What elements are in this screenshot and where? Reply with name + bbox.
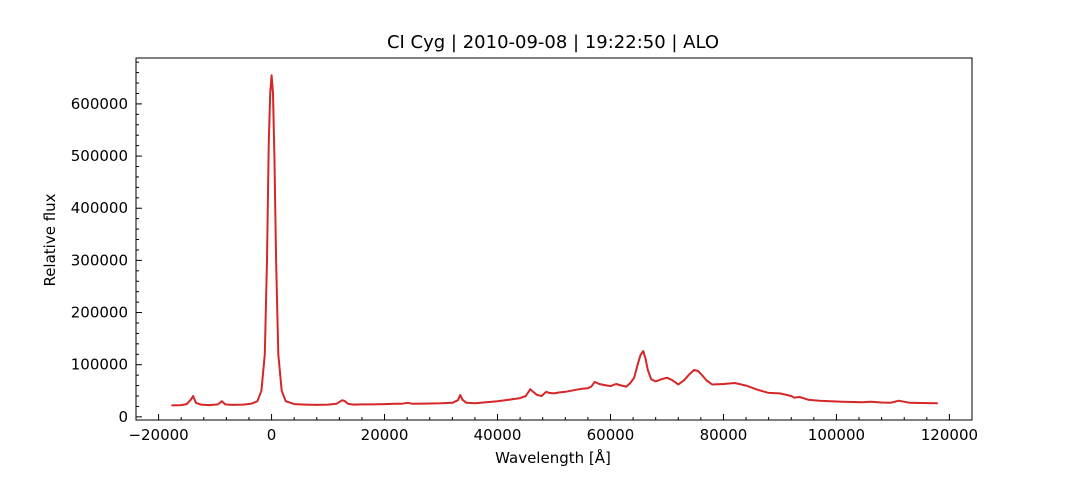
x-tick-label: 120000 (921, 426, 978, 444)
y-tick-label: 600000 (71, 95, 128, 113)
y-tick-label: 400000 (71, 199, 128, 217)
chart-title: CI Cyg | 2010-09-08 | 19:22:50 | ALO (387, 32, 719, 53)
y-tick-label: 200000 (71, 304, 128, 322)
y-tick-label: 500000 (71, 147, 128, 165)
x-tick-label: 100000 (808, 426, 865, 444)
x-tick-label: 40000 (474, 426, 522, 444)
plot-area (171, 74, 938, 407)
axes-frame (135, 57, 973, 421)
x-tick-label: 0 (267, 426, 277, 444)
x-axis-label: Wavelength [Å] (495, 448, 611, 467)
series-line-0 (171, 74, 938, 407)
y-tick-label: 100000 (71, 356, 128, 374)
axis-ticks: −20000 0 20000 40000 60000 80000 100000 1200000… (71, 61, 978, 444)
x-tick-label: 20000 (361, 426, 409, 444)
y-axis-label: Relative flux (41, 193, 59, 286)
x-tick-label: −20000 (128, 426, 188, 444)
x-tick-label: 60000 (587, 426, 635, 444)
y-tick-label: 0 (118, 408, 128, 426)
x-tick-label: 80000 (700, 426, 748, 444)
y-tick-label: 300000 (71, 251, 128, 269)
